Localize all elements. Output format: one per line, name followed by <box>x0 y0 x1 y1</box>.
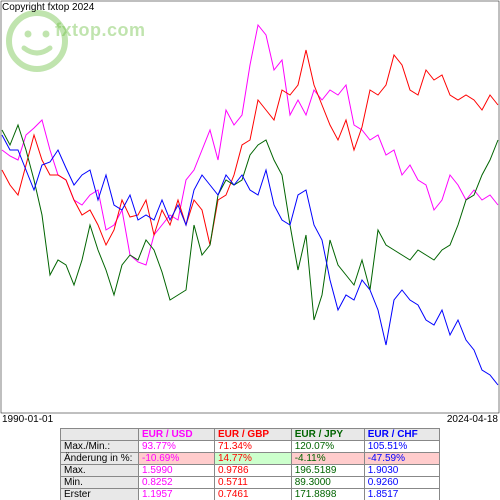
table-cell: 71.34% <box>214 441 291 453</box>
table-cell: 14.77% <box>214 453 291 465</box>
table-cell: 0.7461 <box>214 489 291 500</box>
series-line <box>2 135 498 385</box>
table-cell: 0.9786 <box>214 465 291 477</box>
table-cell: 196.5189 <box>291 465 364 477</box>
table-cell: 105.51% <box>364 441 439 453</box>
table-cell: 89.3000 <box>291 477 364 489</box>
table-cell: 1.8517 <box>364 489 439 500</box>
table-corner <box>61 429 139 441</box>
series-line <box>2 125 498 320</box>
table-row-label: Änderung in %: <box>61 453 139 465</box>
copyright-text: Copyright fxtop 2024 <box>2 2 94 13</box>
stats-table: EUR / USDEUR / GBPEUR / JPYEUR / CHF Max.… <box>60 428 440 500</box>
table-cell: -47.59% <box>364 453 439 465</box>
table-row-label: Min. <box>61 477 139 489</box>
table-cell: -10.69% <box>139 453 215 465</box>
table-header: EUR / USD <box>139 429 215 441</box>
table-header: EUR / JPY <box>291 429 364 441</box>
line-chart <box>0 0 500 415</box>
table-cell: 1.5990 <box>139 465 215 477</box>
date-end-label: 2024-04-18 <box>447 414 498 425</box>
table-cell: -4.11% <box>291 453 364 465</box>
table-cell: 93.77% <box>139 441 215 453</box>
table-header: EUR / CHF <box>364 429 439 441</box>
table-cell: 0.5711 <box>214 477 291 489</box>
table-header: EUR / GBP <box>214 429 291 441</box>
series-line <box>2 25 498 265</box>
table-cell: 0.8252 <box>139 477 215 489</box>
table-row-label: Max. <box>61 465 139 477</box>
table-row-label: Erster <box>61 489 139 500</box>
table-row-label: Max./Min.: <box>61 441 139 453</box>
table-cell: 1.9030 <box>364 465 439 477</box>
table-cell: 0.9260 <box>364 477 439 489</box>
series-line <box>2 50 498 245</box>
table-cell: 1.1957 <box>139 489 215 500</box>
table-cell: 120.07% <box>291 441 364 453</box>
date-start-label: 1990-01-01 <box>2 414 53 425</box>
table-cell: 171.8898 <box>291 489 364 500</box>
